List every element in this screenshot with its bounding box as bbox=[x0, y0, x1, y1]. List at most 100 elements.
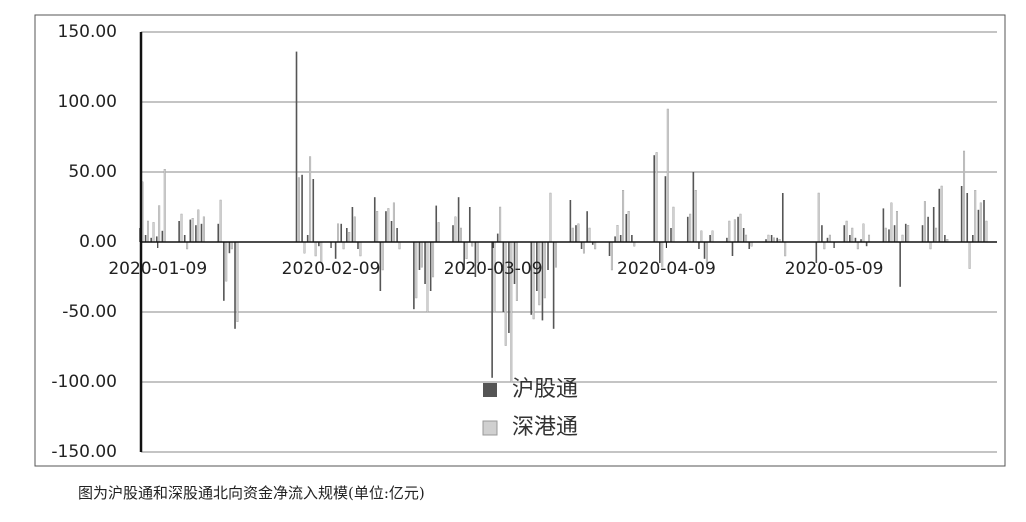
bar bbox=[826, 237, 829, 242]
bar bbox=[396, 228, 398, 242]
bar bbox=[543, 241, 546, 299]
bar bbox=[334, 242, 337, 259]
bar bbox=[938, 188, 941, 242]
bar bbox=[944, 235, 946, 242]
bar bbox=[376, 210, 379, 243]
bar bbox=[670, 228, 672, 242]
bar bbox=[694, 189, 697, 243]
bar bbox=[571, 227, 574, 243]
bar bbox=[297, 177, 300, 243]
bar bbox=[666, 108, 669, 243]
bar bbox=[979, 202, 982, 243]
bar bbox=[504, 241, 507, 346]
bar bbox=[549, 192, 552, 243]
bar bbox=[426, 241, 429, 313]
bar bbox=[977, 209, 980, 242]
bar bbox=[547, 242, 549, 270]
bar bbox=[776, 237, 778, 242]
bar bbox=[594, 241, 597, 250]
bar bbox=[968, 241, 971, 269]
y-tick-label: 0.00 bbox=[79, 232, 117, 252]
bar bbox=[381, 241, 384, 271]
bar bbox=[882, 208, 885, 242]
y-tick-label: 100.00 bbox=[58, 92, 117, 112]
bar bbox=[463, 242, 465, 270]
bar bbox=[474, 242, 477, 277]
bar bbox=[418, 242, 421, 270]
bar bbox=[884, 227, 887, 243]
x-tick-label: 2020-02-09 bbox=[282, 259, 381, 279]
bar bbox=[895, 210, 898, 243]
bar bbox=[655, 152, 658, 243]
bar bbox=[155, 236, 158, 242]
bar bbox=[359, 241, 362, 257]
bar bbox=[703, 242, 706, 259]
bar bbox=[202, 216, 205, 243]
bar bbox=[974, 189, 977, 243]
bar bbox=[150, 237, 152, 242]
bar bbox=[435, 205, 438, 242]
bar bbox=[888, 229, 890, 242]
bar bbox=[935, 227, 938, 243]
x-tick-label: 2020-04-09 bbox=[617, 259, 716, 279]
bar bbox=[353, 216, 356, 243]
bar bbox=[828, 234, 831, 243]
bar bbox=[815, 242, 818, 263]
bar bbox=[616, 224, 619, 243]
y-tick-label: -50.00 bbox=[62, 302, 117, 322]
bar bbox=[972, 235, 974, 242]
bar bbox=[622, 189, 625, 243]
bar bbox=[860, 239, 862, 242]
bar bbox=[452, 225, 454, 242]
legend-swatch bbox=[483, 383, 497, 397]
bar bbox=[582, 241, 585, 254]
bar bbox=[178, 221, 180, 242]
x-tick-label: 2020-03-09 bbox=[444, 259, 543, 279]
bar bbox=[700, 230, 703, 243]
bar bbox=[569, 200, 572, 242]
bar bbox=[781, 193, 784, 242]
bar bbox=[923, 201, 926, 243]
bar bbox=[851, 227, 854, 243]
bar bbox=[586, 211, 588, 242]
bar bbox=[686, 216, 689, 242]
bar bbox=[301, 174, 303, 242]
bar bbox=[983, 200, 985, 242]
bar bbox=[309, 156, 312, 243]
bar bbox=[770, 235, 773, 242]
bar bbox=[555, 241, 558, 268]
y-tick-label: -150.00 bbox=[51, 442, 117, 462]
bar bbox=[692, 172, 695, 242]
bar bbox=[195, 225, 197, 242]
bar bbox=[337, 223, 340, 243]
bar bbox=[314, 241, 317, 257]
bar bbox=[163, 168, 166, 243]
bar bbox=[437, 222, 440, 243]
bar bbox=[357, 242, 359, 249]
bar bbox=[390, 221, 393, 242]
bar bbox=[608, 242, 611, 256]
bar bbox=[625, 214, 628, 242]
bar bbox=[748, 242, 751, 249]
bar bbox=[960, 186, 963, 242]
bar bbox=[575, 225, 577, 242]
bar bbox=[921, 225, 924, 242]
bar bbox=[219, 199, 222, 243]
bar bbox=[862, 223, 865, 243]
bar bbox=[737, 216, 739, 242]
bar bbox=[424, 242, 426, 284]
bar bbox=[530, 242, 533, 315]
bar bbox=[499, 206, 502, 243]
bar bbox=[731, 242, 734, 256]
bar bbox=[387, 208, 390, 243]
caption: 图为沪股通和深股通北向资金净流入规模(单位:亿元) bbox=[78, 484, 425, 502]
bar bbox=[765, 239, 767, 242]
bar bbox=[496, 233, 499, 242]
bar bbox=[711, 230, 714, 243]
bar bbox=[152, 222, 155, 243]
bar bbox=[849, 235, 851, 242]
bar bbox=[610, 241, 613, 271]
bar bbox=[614, 236, 616, 242]
legend-label: 沪股通 bbox=[512, 377, 578, 402]
bar bbox=[659, 242, 661, 263]
